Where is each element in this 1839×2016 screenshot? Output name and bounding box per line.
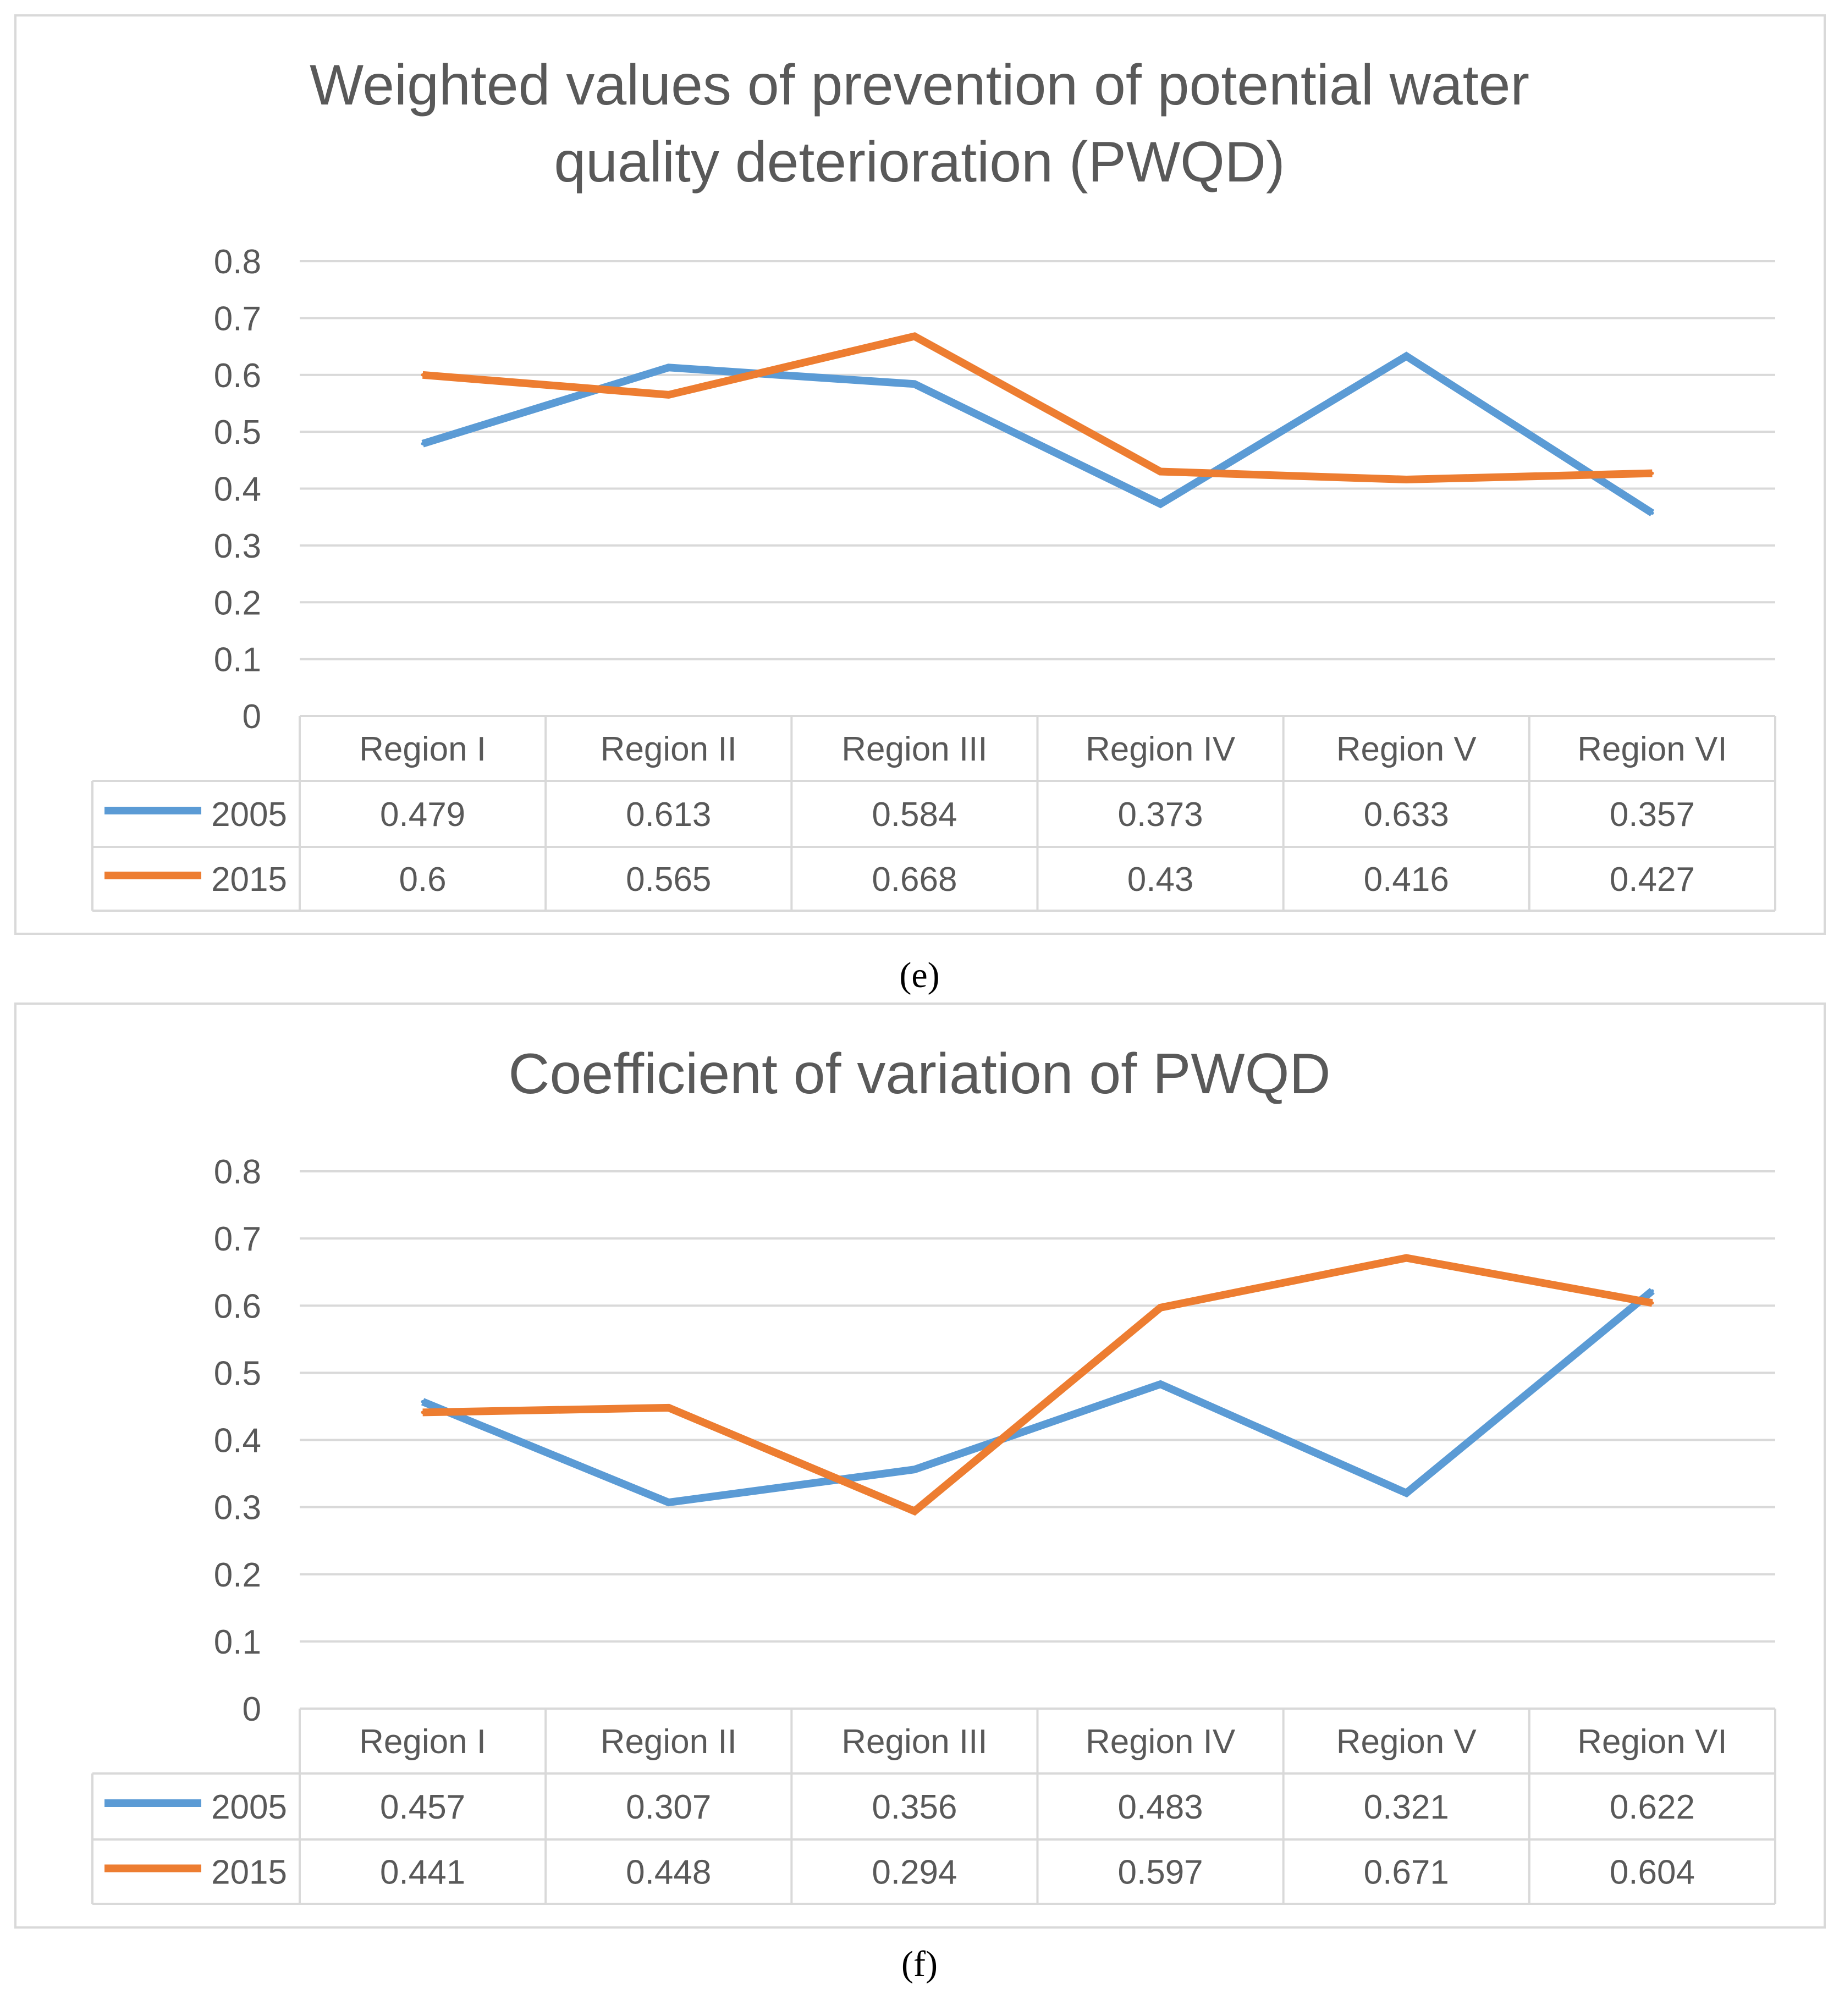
data-point <box>421 442 425 445</box>
y-tick-label: 0.8 <box>214 243 261 281</box>
panel-caption: (e) <box>899 955 939 995</box>
chart-title: quality deterioration (PWQD) <box>554 130 1285 194</box>
data-point <box>667 1406 670 1409</box>
legend-label: 2015 <box>211 861 287 899</box>
x-category-label: Region VI <box>1577 730 1727 768</box>
x-category-label: Region II <box>601 1723 737 1761</box>
data-point <box>1650 1289 1654 1293</box>
data-point <box>1405 1256 1408 1260</box>
data-point <box>1159 470 1163 473</box>
x-category-label: Region III <box>841 1723 987 1761</box>
y-tick-label: 0.5 <box>214 1354 261 1392</box>
data-point <box>1650 471 1654 475</box>
y-tick-label: 0.3 <box>214 527 261 565</box>
x-category-label: Region I <box>359 730 486 768</box>
legend-label: 2005 <box>211 796 287 834</box>
data-value-label: 0.43 <box>1127 861 1194 899</box>
data-point <box>667 366 670 370</box>
data-value-label: 0.321 <box>1364 1788 1449 1826</box>
panel-caption: (f) <box>901 1944 938 1984</box>
data-point <box>912 334 916 338</box>
data-point <box>1405 477 1408 481</box>
data-point <box>1405 1491 1408 1495</box>
x-category-label: Region I <box>359 1723 486 1761</box>
y-tick-label: 0 <box>243 698 261 736</box>
y-tick-label: 0.5 <box>214 414 261 451</box>
data-value-label: 0.356 <box>872 1788 957 1826</box>
data-point <box>912 1468 916 1472</box>
data-value-label: 0.457 <box>380 1788 465 1826</box>
y-tick-label: 0.6 <box>214 1287 261 1325</box>
data-value-label: 0.416 <box>1364 861 1449 899</box>
x-category-label: Region VI <box>1577 1723 1727 1761</box>
x-category-label: Region II <box>601 730 737 768</box>
series-line-2015 <box>422 1254 1653 1516</box>
data-value-label: 0.622 <box>1610 1788 1695 1826</box>
y-tick-label: 0.3 <box>214 1489 261 1527</box>
data-point <box>1159 1306 1163 1309</box>
data-value-label: 0.373 <box>1118 796 1203 834</box>
data-value-label: 0.427 <box>1610 861 1695 899</box>
x-category-label: Region V <box>1336 730 1477 768</box>
y-tick-label: 0.7 <box>214 300 261 338</box>
y-tick-label: 0.6 <box>214 357 261 395</box>
chart-title: Weighted values of prevention of potenti… <box>310 53 1529 117</box>
data-value-label: 0.483 <box>1118 1788 1203 1826</box>
y-tick-label: 0.7 <box>214 1220 261 1258</box>
data-value-label: 0.441 <box>380 1854 465 1892</box>
data-point <box>421 1400 425 1403</box>
data-value-label: 0.479 <box>380 796 465 834</box>
y-tick-label: 0.2 <box>214 1556 261 1594</box>
data-value-label: 0.633 <box>1364 796 1449 834</box>
x-category-label: Region V <box>1336 1723 1477 1761</box>
data-point <box>1159 1382 1163 1386</box>
x-category-label: Region IV <box>1086 730 1236 768</box>
legend-label: 2015 <box>211 1854 287 1892</box>
x-category-label: Region III <box>841 730 987 768</box>
data-value-label: 0.668 <box>872 861 957 899</box>
data-value-label: 0.357 <box>1610 796 1695 834</box>
data-point <box>667 393 670 396</box>
data-value-label: 0.604 <box>1610 1854 1695 1892</box>
data-value-label: 0.597 <box>1118 1854 1203 1892</box>
chart-panel-e: Weighted values of prevention of potenti… <box>14 14 1826 935</box>
chart-title: Coefficient of variation of PWQD <box>508 1042 1330 1106</box>
data-point <box>1650 1301 1654 1305</box>
data-point <box>667 1501 670 1505</box>
y-tick-label: 0.8 <box>214 1153 261 1191</box>
data-point <box>912 1509 916 1513</box>
y-tick-label: 0 <box>243 1690 261 1728</box>
data-value-label: 0.307 <box>626 1788 711 1826</box>
data-value-label: 0.671 <box>1364 1854 1449 1892</box>
data-value-label: 0.565 <box>626 861 711 899</box>
data-point <box>912 382 916 386</box>
data-value-label: 0.584 <box>872 796 957 834</box>
chart-panel-f: Coefficient of variation of PWQD 0 0.1 0.2 0… <box>14 1003 1826 1929</box>
legend-label: 2005 <box>211 1788 287 1826</box>
data-value-label: 0.6 <box>399 861 446 899</box>
data-point <box>1159 502 1163 506</box>
data-value-label: 0.294 <box>872 1854 957 1892</box>
x-category-label: Region IV <box>1086 1723 1236 1761</box>
y-tick-label: 0.2 <box>214 584 261 622</box>
y-tick-label: 0.4 <box>214 1422 261 1460</box>
series-line-2005 <box>421 1287 1655 1507</box>
data-value-label: 0.613 <box>626 796 711 834</box>
y-tick-label: 0.1 <box>214 1623 261 1661</box>
data-point <box>1405 354 1408 358</box>
y-tick-label: 0.1 <box>214 641 261 679</box>
data-point <box>421 1411 425 1414</box>
data-value-label: 0.448 <box>626 1854 711 1892</box>
y-tick-label: 0.4 <box>214 471 261 509</box>
series-line-2005 <box>421 351 1655 516</box>
series-line-2015 <box>422 332 1653 484</box>
data-point <box>421 373 425 377</box>
data-point <box>1650 511 1654 515</box>
